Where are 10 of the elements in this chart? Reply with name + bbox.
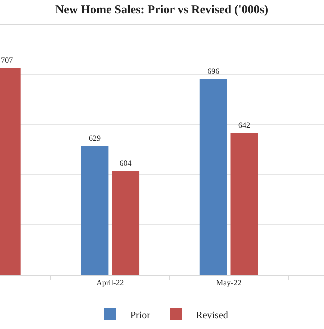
x-tick-label: May-22	[216, 278, 242, 288]
data-label: 629	[88, 134, 101, 143]
data-label: 696	[208, 67, 220, 76]
legend-label: Prior	[130, 310, 152, 322]
legend-label: Revised	[196, 310, 228, 322]
chart-title: New Home Sales: Prior vs Revised ('000s)	[55, 2, 269, 16]
data-label: 604	[120, 159, 132, 168]
data-label: 642	[238, 121, 250, 130]
x-tick-label: April-22	[96, 278, 124, 288]
data-label: 707	[1, 56, 14, 65]
